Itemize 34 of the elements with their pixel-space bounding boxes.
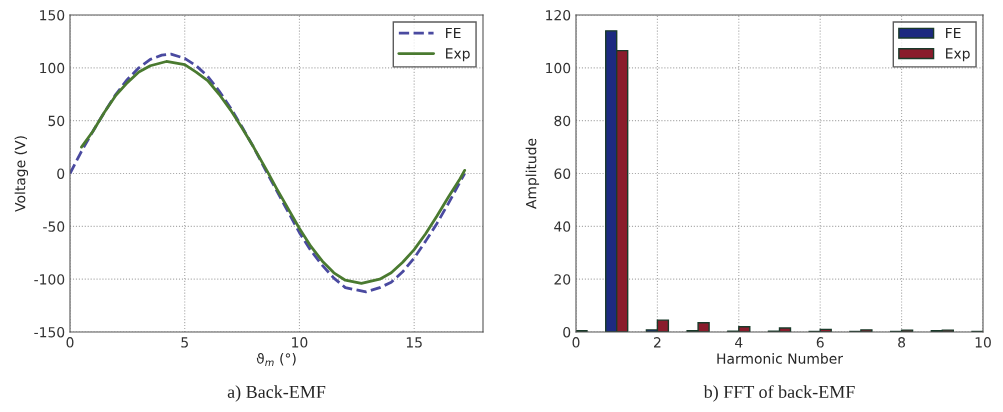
- x-tick-label: 6: [816, 337, 824, 348]
- y-axis-title: Voltage (V): [14, 136, 29, 212]
- x-tick-label: 10: [975, 337, 991, 348]
- y-tick-label: 20: [554, 274, 571, 285]
- x-tick-label: 4: [735, 337, 743, 348]
- y-tick-label: 100: [40, 62, 65, 74]
- y-tick-label: -50: [43, 221, 65, 232]
- x-tick-label: 10: [292, 337, 308, 348]
- y-tick-label: 60: [554, 168, 571, 179]
- x-tick-label: 8: [898, 337, 906, 348]
- x-tick-label: 2: [654, 337, 661, 348]
- x-tick-label: 15: [406, 337, 422, 348]
- y-tick-label: 0: [57, 168, 65, 179]
- y-axis-title: Amplitude: [525, 138, 540, 209]
- legend-label: FE: [446, 27, 461, 39]
- y-tick-label: 150: [40, 9, 65, 21]
- y-tick-label: -100: [34, 274, 65, 285]
- y-tick-label: 40: [554, 221, 571, 232]
- y-tick-label: 80: [554, 115, 571, 127]
- x-tick-label: 5: [181, 337, 188, 348]
- legend-label: Exp: [946, 48, 970, 62]
- y-tick-label: 0: [563, 326, 571, 338]
- legend-label: FE: [946, 27, 961, 39]
- y-tick-label: 120: [546, 9, 571, 21]
- x-tick-label: 0: [572, 337, 580, 348]
- y-tick-label: 100: [546, 62, 571, 74]
- text: a) Back-EMF: [227, 385, 326, 402]
- x-axis-title: Harmonic Number: [717, 353, 843, 364]
- x-axis-title: ϑ$_{m}$ (°): [256, 352, 296, 366]
- y-tick-label: 50: [48, 115, 65, 127]
- legend-label: Exp: [446, 48, 470, 62]
- y-tick-label: -150: [34, 326, 65, 338]
- x-tick-label: 0: [66, 337, 74, 348]
- text: b) FFT of back-EMF: [703, 385, 855, 402]
